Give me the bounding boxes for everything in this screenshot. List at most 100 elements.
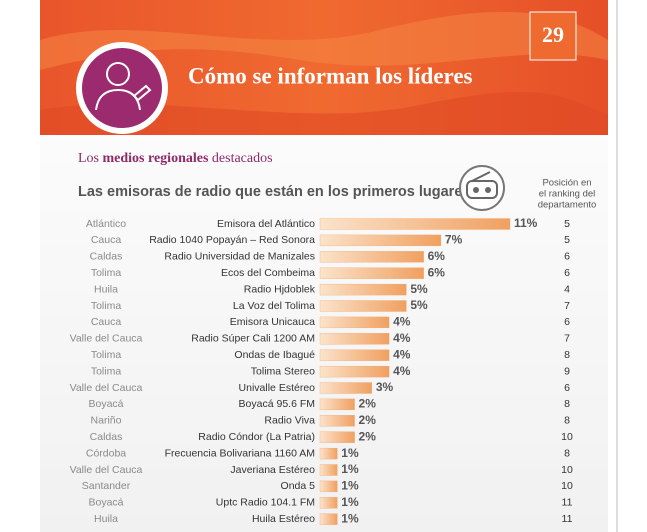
banner-wave bbox=[40, 91, 608, 135]
rank-label: 7 bbox=[564, 333, 570, 345]
rank-header: departamento bbox=[538, 200, 597, 211]
rank-label: 6 bbox=[564, 382, 570, 394]
value-label: 6% bbox=[428, 265, 446, 279]
bar bbox=[319, 267, 424, 279]
value-label: 1% bbox=[341, 462, 359, 476]
value-label: 1% bbox=[341, 511, 359, 525]
rank-label: 5 bbox=[564, 218, 570, 230]
rank-label: 8 bbox=[564, 398, 570, 410]
station-label: Tolima Stereo bbox=[251, 365, 315, 377]
rank-label: 8 bbox=[564, 349, 570, 361]
department-label: Huila bbox=[94, 513, 118, 525]
bar bbox=[319, 398, 355, 411]
bar bbox=[319, 349, 390, 361]
station-label: Uptc Radio 104.1 FM bbox=[216, 497, 315, 509]
bar bbox=[319, 218, 511, 230]
bar bbox=[319, 480, 338, 493]
bar bbox=[319, 365, 390, 378]
department-label: Caldas bbox=[90, 251, 123, 263]
station-label: Radio Viva bbox=[264, 415, 315, 427]
bar bbox=[319, 251, 424, 263]
rank-header: Posición en bbox=[542, 178, 591, 189]
station-label: Radio Hjdoblek bbox=[244, 283, 316, 295]
department-label: Tolima bbox=[91, 349, 122, 361]
value-label: 2% bbox=[359, 413, 377, 427]
department-label: Córdoba bbox=[86, 447, 126, 459]
bar bbox=[319, 415, 355, 427]
value-label: 1% bbox=[341, 479, 359, 493]
station-label: Radio Súper Cali 1200 AM bbox=[191, 333, 315, 345]
bar bbox=[319, 382, 372, 394]
radio-icon bbox=[459, 165, 505, 211]
value-label: 1% bbox=[341, 495, 359, 509]
value-label: 4% bbox=[393, 347, 411, 361]
rank-label: 8 bbox=[564, 447, 570, 459]
bar bbox=[319, 283, 407, 296]
department-label: Santander bbox=[82, 480, 131, 492]
station-label: La Voz del Tolima bbox=[233, 300, 315, 312]
station-label: Ecos del Combeima bbox=[221, 267, 315, 279]
department-label: Cauca bbox=[91, 316, 122, 328]
leader-icon bbox=[95, 62, 152, 111]
rank-label: 4 bbox=[564, 283, 570, 295]
rank-label: 5 bbox=[564, 234, 570, 246]
value-label: 1% bbox=[341, 446, 359, 460]
icon-circle bbox=[82, 48, 162, 128]
header-title: Cómo se informan los líderes bbox=[188, 63, 473, 88]
station-label: Radio Cóndor (La Patria) bbox=[198, 431, 315, 443]
page-number: 29 bbox=[542, 22, 564, 47]
banner-wave bbox=[40, 11, 608, 70]
rank-label: 6 bbox=[564, 316, 570, 328]
station-label: Huila Estéreo bbox=[252, 513, 315, 525]
page-number-box bbox=[529, 11, 577, 61]
rank-label: 6 bbox=[564, 267, 570, 279]
department-label: Huila bbox=[94, 283, 118, 295]
station-label: Ondas de Ibagué bbox=[234, 349, 315, 361]
bar bbox=[319, 431, 355, 443]
department-label: Caldas bbox=[90, 431, 123, 443]
bar bbox=[319, 300, 407, 312]
department-label: Valle del Cauca bbox=[70, 333, 143, 345]
department-label: Tolima bbox=[91, 300, 122, 312]
station-label: Radio Universidad de Manizales bbox=[164, 251, 315, 263]
department-label: Boyacá bbox=[88, 497, 123, 509]
department-label: Tolima bbox=[91, 267, 122, 279]
rank-label: 6 bbox=[564, 251, 570, 263]
bar bbox=[319, 497, 338, 509]
rank-label: 9 bbox=[564, 365, 570, 377]
rank-label: 11 bbox=[562, 513, 573, 525]
rank-label: 10 bbox=[561, 464, 573, 476]
rank-label: 10 bbox=[561, 431, 573, 443]
rank-header: el ranking del bbox=[539, 189, 596, 200]
value-label: 4% bbox=[393, 315, 411, 329]
bar bbox=[319, 333, 390, 345]
value-label: 6% bbox=[428, 249, 446, 263]
bar bbox=[319, 234, 442, 247]
department-label: Valle del Cauca bbox=[70, 382, 143, 394]
section-title: Los medios regionales destacados bbox=[78, 151, 273, 166]
value-label: 7% bbox=[445, 233, 463, 247]
chart-title: Las emisoras de radio que están en los p… bbox=[78, 184, 470, 200]
value-label: 11% bbox=[514, 216, 538, 230]
station-label: Javeriana Estéreo bbox=[230, 464, 315, 476]
department-label: Valle del Cauca bbox=[70, 464, 143, 476]
department-label: Boyacá bbox=[88, 398, 123, 410]
station-label: Emisora Unicauca bbox=[230, 316, 315, 328]
value-label: 4% bbox=[393, 364, 411, 378]
value-label: 3% bbox=[376, 380, 394, 394]
rank-label: 11 bbox=[562, 497, 573, 509]
department-label: Cauca bbox=[91, 234, 122, 246]
value-label: 2% bbox=[359, 429, 377, 443]
rank-label: 10 bbox=[561, 480, 573, 492]
section-text: destacados bbox=[208, 151, 272, 166]
value-label: 2% bbox=[359, 397, 377, 411]
station-label: Boyacá 95.6 FM bbox=[239, 398, 315, 410]
department-label: Atlántico bbox=[86, 218, 126, 230]
station-label: Onda 5 bbox=[281, 480, 316, 492]
bar bbox=[319, 447, 338, 460]
department-label: Nariño bbox=[91, 415, 122, 427]
bar bbox=[319, 464, 338, 476]
station-label: Univalle Estéreo bbox=[239, 382, 316, 394]
